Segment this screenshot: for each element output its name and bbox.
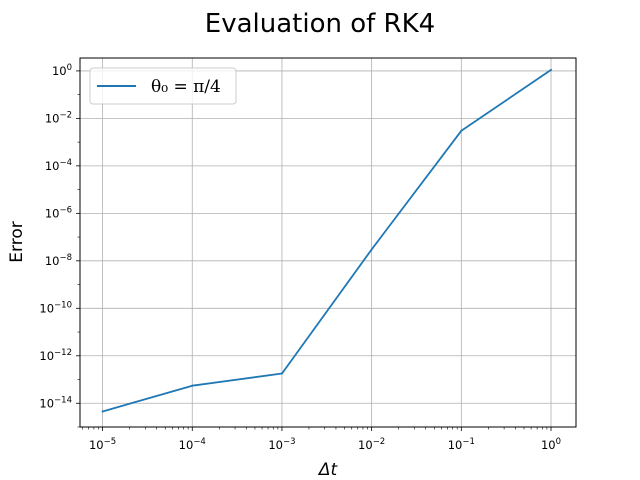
series-point <box>460 129 463 132</box>
legend: θ₀ = π/4 <box>89 67 237 105</box>
y-tick-label: 10−12 <box>39 348 72 363</box>
y-tick-label: 10−6 <box>45 205 72 220</box>
legend-entry-label: θ₀ = π/4 <box>151 77 221 97</box>
chart-title: Evaluation of RK4 <box>205 9 435 39</box>
axis-ticks: 10−5 10−4 10−3 10−2 10−1 100 10−14 10−12 10−10 10… <box>39 63 561 452</box>
series-point <box>370 248 373 251</box>
x-tick-label: 10−4 <box>179 437 206 452</box>
series-point <box>550 68 553 71</box>
y-tick-label: 10−8 <box>45 253 72 268</box>
y-tick-label: 10−4 <box>45 158 72 173</box>
x-tick-label: 10−5 <box>89 437 116 452</box>
x-tick-label: 10−1 <box>448 437 475 452</box>
series-line-0 <box>102 69 552 413</box>
y-tick-label: 100 <box>52 63 72 78</box>
y-tick-label: 10−2 <box>45 110 72 125</box>
series-point <box>280 372 283 375</box>
x-tick-label: 10−3 <box>268 437 295 452</box>
y-tick-label: 10−14 <box>39 395 72 410</box>
grid <box>80 58 576 427</box>
plot-frame <box>79 57 577 428</box>
series-point <box>191 384 194 387</box>
legend-box <box>89 67 237 105</box>
y-tick-label: 10−10 <box>39 300 72 315</box>
series-layer <box>101 68 553 413</box>
x-tick-label: 10−2 <box>358 437 385 452</box>
y-axis-label: Error <box>7 221 27 262</box>
x-axis-label: Δt <box>317 460 339 480</box>
x-tick-label: 100 <box>541 437 561 452</box>
series-point <box>101 410 104 413</box>
